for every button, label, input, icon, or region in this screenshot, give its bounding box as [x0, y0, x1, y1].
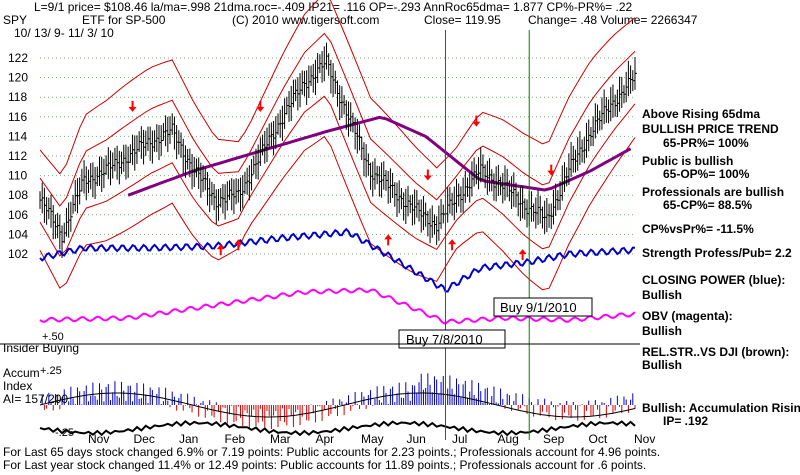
plus25-label: +.25 — [40, 365, 62, 377]
right-panel-line: Bullish — [642, 324, 682, 338]
month-label: Jan — [179, 432, 198, 446]
month-label: Apr — [316, 432, 335, 446]
down-arrow — [128, 100, 137, 112]
ticker-label: SPY — [3, 13, 27, 27]
price-bars — [39, 42, 637, 258]
month-label: Mar — [270, 432, 291, 446]
index-label: Index — [3, 379, 32, 393]
date-range: 10/ 13/ 9- 11/ 3/ 10 — [14, 26, 114, 40]
plus50-label: +.50 — [42, 331, 64, 343]
band-line — [39, 95, 636, 257]
up-arrow — [216, 244, 225, 256]
accum-label: Accum — [3, 366, 40, 380]
obv-path — [39, 287, 636, 325]
right-panel-line: Bullish: Accumulation Rising — [642, 401, 800, 415]
buy-2-box — [493, 297, 593, 317]
band-line — [39, 32, 636, 207]
footer-65day: For Last 65 days stock changed 6.9% or 7… — [3, 445, 660, 459]
footer-year: For Last year stock changed 11.4% or 12.… — [3, 458, 646, 472]
down-arrow — [423, 169, 432, 181]
month-label: Oct — [589, 432, 608, 446]
accumulation-index — [39, 373, 636, 437]
right-panel-line: REL.STR..VS DJI (brown): — [642, 345, 789, 359]
y-tick-label: 108 — [8, 188, 28, 202]
up-arrow — [448, 239, 457, 251]
up-arrow — [384, 234, 393, 246]
band-line — [39, 0, 636, 175]
band-line — [39, 135, 636, 291]
change-volume: Change= .48 Volume= 2266347 — [528, 13, 698, 27]
up-arrow — [518, 249, 527, 261]
month-label: Jun — [407, 432, 426, 446]
ai-label: AI= 157/200 — [3, 392, 68, 406]
right-panel-line: IP= .192 — [663, 414, 708, 428]
right-panel-line: Public is bullish — [642, 154, 733, 168]
month-axis: Nov Dec Jan Feb Mar Apr May Jun Jul Aug Sep Oct Nov — [88, 432, 655, 446]
price-axis: 102 104 106 108 110 112 114 116 118 120 122 — [8, 51, 28, 261]
buy-2-label: Buy 9/1/2010 — [500, 300, 577, 315]
y-tick-label: 106 — [8, 208, 28, 222]
month-label: Sep — [543, 432, 565, 446]
y-tick-label: 118 — [8, 90, 27, 104]
close-value: Close= 119.95 — [424, 13, 501, 27]
closing-power-line — [39, 227, 636, 293]
copyright: (C) 2010 www.tigersoft.com — [232, 13, 379, 27]
right-panel-line: Bullish — [642, 288, 682, 302]
right-panel-line: Strength Profess/Pub= 2.2 — [642, 246, 792, 260]
right-panel-line: CP%vsPr%= -11.5% — [642, 222, 754, 236]
right-panel-line: OBV (magenta): — [642, 309, 733, 323]
y-tick-label: 112 — [8, 149, 27, 163]
ma65-line — [127, 115, 632, 197]
insider-label: Insider Buying — [3, 341, 79, 355]
closing-power-path — [39, 227, 636, 293]
right-panel-line: 65-CP%= 88.5% — [663, 198, 752, 212]
y-tick-label: 116 — [8, 110, 27, 124]
right-panel-line: 65-PR%= 100% — [663, 136, 749, 150]
buy-signal-lines — [444, 30, 530, 440]
month-label: Nov — [634, 432, 655, 446]
right-panel-line: 65-OP%= 100% — [663, 167, 750, 181]
up-arrow — [234, 239, 243, 251]
month-label: Feb — [225, 432, 246, 446]
month-label: Jul — [452, 432, 467, 446]
y-tick-label: 120 — [8, 71, 28, 85]
month-label: Dec — [134, 432, 155, 446]
rel-strength-line — [39, 419, 636, 437]
right-panel-line: CLOSING POWER (blue): — [642, 273, 785, 287]
signal-arrows — [128, 100, 556, 261]
month-label: May — [361, 432, 384, 446]
y-tick-label: 122 — [8, 51, 28, 65]
right-panel-line: BULLISH PRICE TREND — [642, 122, 779, 136]
neg25-label: -.25 — [55, 427, 74, 439]
buy-1-label: Buy 7/8/2010 — [406, 332, 483, 347]
obv-line — [39, 287, 636, 325]
etf-label: ETF for SP-500 — [82, 13, 166, 27]
down-arrow — [547, 164, 556, 176]
bollinger-bands — [39, 0, 636, 291]
down-arrow — [256, 100, 265, 112]
y-tick-label: 110 — [8, 169, 27, 183]
y-tick-label: 102 — [8, 247, 28, 261]
month-label: Aug — [498, 432, 519, 446]
month-label: Nov — [88, 432, 109, 446]
y-tick-label: 104 — [8, 227, 28, 241]
right-panel-line: Above Rising 65dma — [642, 107, 760, 121]
y-tick-label: 114 — [8, 129, 27, 143]
right-panel-line: Professionals are bullish — [642, 185, 784, 199]
accum-ma — [39, 392, 636, 418]
down-arrow — [472, 115, 481, 127]
right-panel-line: Bullish — [642, 358, 682, 372]
